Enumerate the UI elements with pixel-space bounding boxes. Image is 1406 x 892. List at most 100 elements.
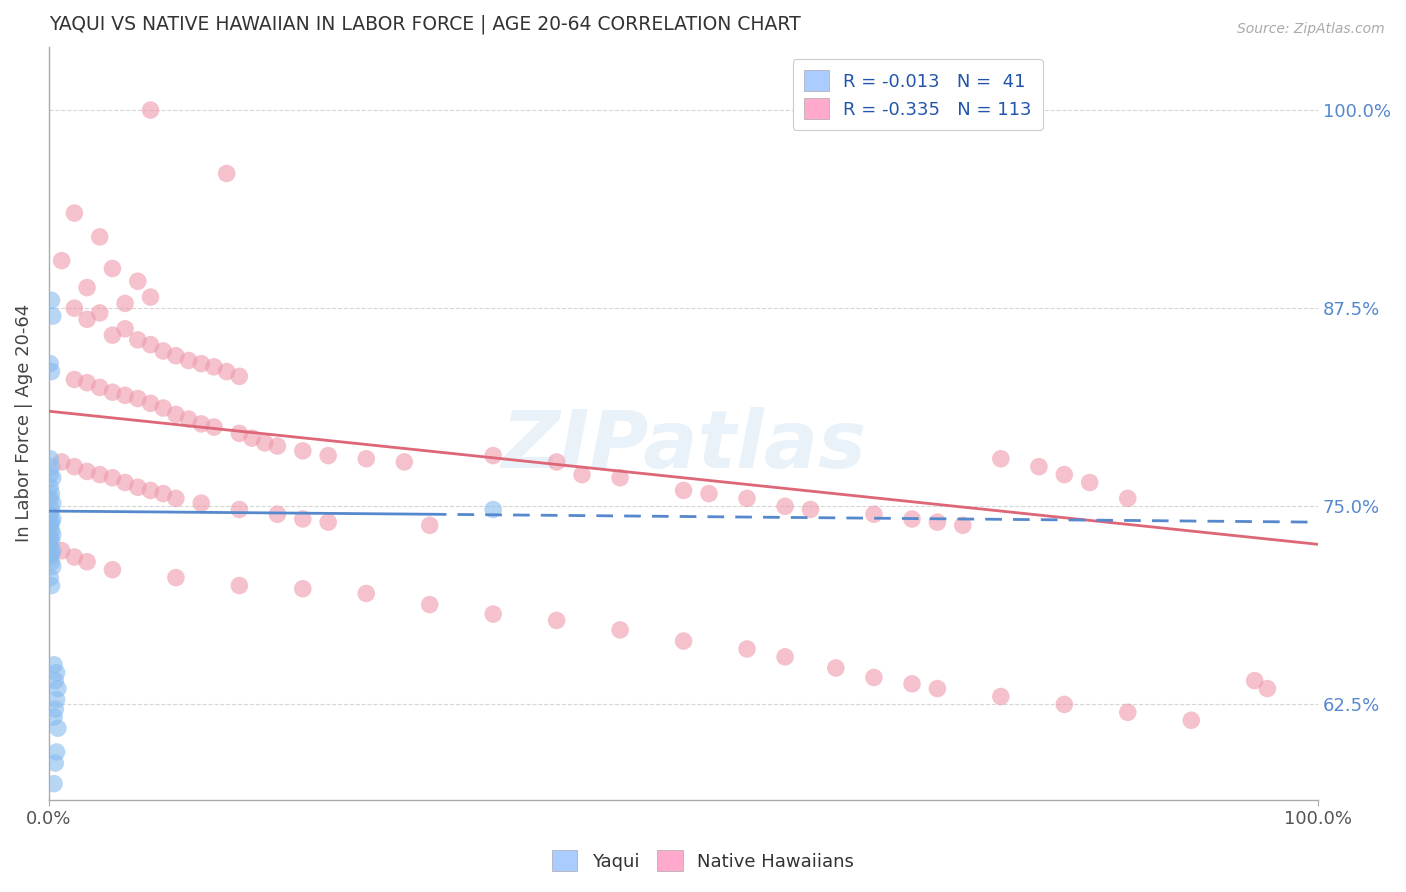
Y-axis label: In Labor Force | Age 20-64: In Labor Force | Age 20-64 xyxy=(15,304,32,542)
Point xyxy=(127,392,149,406)
Point xyxy=(63,459,86,474)
Point xyxy=(41,578,63,592)
Point xyxy=(101,563,124,577)
Point xyxy=(51,253,73,268)
Point xyxy=(42,496,65,510)
Point xyxy=(63,549,86,564)
Point xyxy=(114,296,136,310)
Point xyxy=(46,721,69,735)
Point xyxy=(41,486,63,500)
Point xyxy=(202,359,225,374)
Point xyxy=(41,459,63,474)
Point xyxy=(215,166,238,180)
Point xyxy=(927,515,949,529)
Point xyxy=(1180,713,1202,727)
Point xyxy=(824,661,846,675)
Point xyxy=(139,103,162,117)
Point xyxy=(1053,467,1076,482)
Legend: Yaqui, Native Hawaiians: Yaqui, Native Hawaiians xyxy=(546,843,860,879)
Point xyxy=(1116,706,1139,720)
Point xyxy=(316,515,339,529)
Point xyxy=(41,534,63,549)
Point xyxy=(39,571,62,585)
Point xyxy=(45,745,67,759)
Point xyxy=(228,578,250,592)
Point xyxy=(41,555,63,569)
Point xyxy=(139,337,162,351)
Point xyxy=(139,290,162,304)
Point xyxy=(672,634,695,648)
Point xyxy=(42,710,65,724)
Point xyxy=(990,690,1012,704)
Point xyxy=(44,756,66,770)
Point xyxy=(152,401,174,415)
Point xyxy=(609,623,631,637)
Point xyxy=(101,385,124,400)
Point xyxy=(39,491,62,506)
Point xyxy=(165,571,187,585)
Point xyxy=(39,531,62,545)
Point xyxy=(42,512,65,526)
Point xyxy=(672,483,695,498)
Point xyxy=(41,502,63,516)
Point xyxy=(63,372,86,386)
Point xyxy=(152,343,174,358)
Point xyxy=(42,777,65,791)
Point xyxy=(228,369,250,384)
Point xyxy=(202,420,225,434)
Point xyxy=(228,502,250,516)
Point xyxy=(482,502,505,516)
Point xyxy=(114,475,136,490)
Point xyxy=(63,206,86,220)
Point xyxy=(927,681,949,696)
Point xyxy=(394,455,416,469)
Point xyxy=(89,467,111,482)
Point xyxy=(240,431,263,445)
Point xyxy=(44,702,66,716)
Point xyxy=(89,380,111,394)
Point xyxy=(39,518,62,533)
Point xyxy=(41,523,63,537)
Point xyxy=(901,512,924,526)
Point xyxy=(952,518,974,533)
Point xyxy=(165,349,187,363)
Point xyxy=(76,555,98,569)
Point xyxy=(228,426,250,441)
Point xyxy=(863,671,886,685)
Point xyxy=(42,309,65,323)
Point xyxy=(266,439,288,453)
Point xyxy=(773,500,796,514)
Point xyxy=(1078,475,1101,490)
Point xyxy=(735,491,758,506)
Point xyxy=(101,471,124,485)
Point xyxy=(1243,673,1265,688)
Point xyxy=(42,528,65,542)
Point xyxy=(165,408,187,422)
Point xyxy=(39,451,62,466)
Point xyxy=(46,681,69,696)
Point xyxy=(45,665,67,680)
Point xyxy=(44,673,66,688)
Point xyxy=(41,515,63,529)
Point xyxy=(39,467,62,482)
Text: Source: ZipAtlas.com: Source: ZipAtlas.com xyxy=(1237,22,1385,37)
Point xyxy=(114,388,136,402)
Point xyxy=(39,507,62,521)
Point xyxy=(291,443,314,458)
Point xyxy=(356,586,378,600)
Point xyxy=(51,543,73,558)
Point xyxy=(89,230,111,244)
Point xyxy=(190,496,212,510)
Point xyxy=(190,417,212,431)
Point xyxy=(1256,681,1278,696)
Point xyxy=(546,614,568,628)
Point xyxy=(127,480,149,494)
Text: YAQUI VS NATIVE HAWAIIAN IN LABOR FORCE | AGE 20-64 CORRELATION CHART: YAQUI VS NATIVE HAWAIIAN IN LABOR FORCE … xyxy=(49,15,801,35)
Point xyxy=(41,293,63,308)
Point xyxy=(546,455,568,469)
Point xyxy=(101,328,124,343)
Point xyxy=(1116,491,1139,506)
Point xyxy=(127,333,149,347)
Point xyxy=(114,322,136,336)
Point xyxy=(39,549,62,564)
